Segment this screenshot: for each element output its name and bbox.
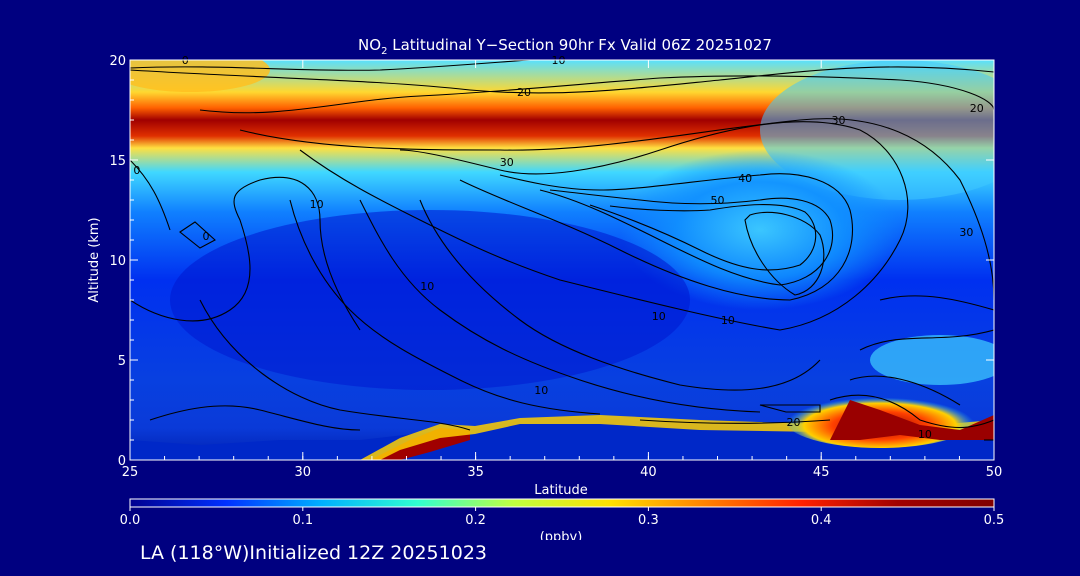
- contour-label: 50: [711, 194, 725, 207]
- contour-label: 10: [652, 310, 666, 323]
- colorbar-tick-label: 0.4: [811, 513, 832, 528]
- colorbar: [129, 498, 995, 508]
- footer-caption: LA (118°W)Initialized 12Z 20251023: [140, 542, 487, 564]
- y-axis: 0 5 10 15 20: [109, 54, 994, 469]
- y-tick-label: 10: [109, 254, 126, 269]
- contour-lines: [130, 60, 994, 441]
- contour-label: 0: [133, 164, 140, 177]
- contour-label: 20: [517, 86, 531, 99]
- contour-label: 10: [420, 280, 434, 293]
- heatmap-field: [130, 60, 994, 460]
- contour-label: 10: [918, 428, 932, 441]
- x-axis-label: Latitude: [534, 483, 588, 498]
- chart: 0 10 20 20 30 30 30 40 50 10 0 0 10 10 10 10 20 10 25 30 35…: [87, 36, 1005, 540]
- colorbar-unit: (ppbv): [540, 530, 583, 540]
- contour-label: 10: [721, 314, 735, 327]
- x-tick-label: 50: [986, 465, 1003, 480]
- contour-label: 20: [787, 416, 801, 429]
- y-tick-label: 15: [109, 154, 126, 169]
- contour-label: 30: [959, 226, 973, 239]
- colorbar-tick-label: 0.1: [292, 513, 313, 528]
- contour-label: 40: [738, 172, 752, 185]
- y-axis-label: Altitude (km): [87, 217, 102, 302]
- contour-label: 10: [310, 198, 324, 211]
- x-tick-label: 45: [813, 465, 830, 480]
- x-tick-label: 40: [640, 465, 657, 480]
- x-tick-label: 25: [122, 465, 139, 480]
- colorbar-ticks: 0.0 0.1 0.2 0.3 0.4 0.5: [120, 507, 1005, 528]
- contour-label: 30: [831, 114, 845, 127]
- contour-label: 10: [534, 384, 548, 397]
- x-tick-label: 30: [295, 465, 312, 480]
- x-tick-label: 35: [467, 465, 484, 480]
- contour-label: 30: [500, 156, 514, 169]
- colorbar-tick-label: 0.5: [984, 513, 1005, 528]
- chart-title: NO2 Latitudinal Y−Section 90hr Fx Valid …: [358, 36, 772, 57]
- x-axis: 25 30 35 40 45 50: [122, 60, 1003, 480]
- colorbar-tick-label: 0.2: [465, 513, 486, 528]
- contour-label: 20: [970, 102, 984, 115]
- y-tick-label: 0: [118, 454, 126, 469]
- colorbar-tick-label: 0.0: [120, 513, 141, 528]
- colorbar-tick-label: 0.3: [638, 513, 659, 528]
- y-tick-label: 20: [109, 54, 126, 69]
- contour-label: 0: [203, 230, 210, 243]
- y-tick-label: 5: [118, 354, 126, 369]
